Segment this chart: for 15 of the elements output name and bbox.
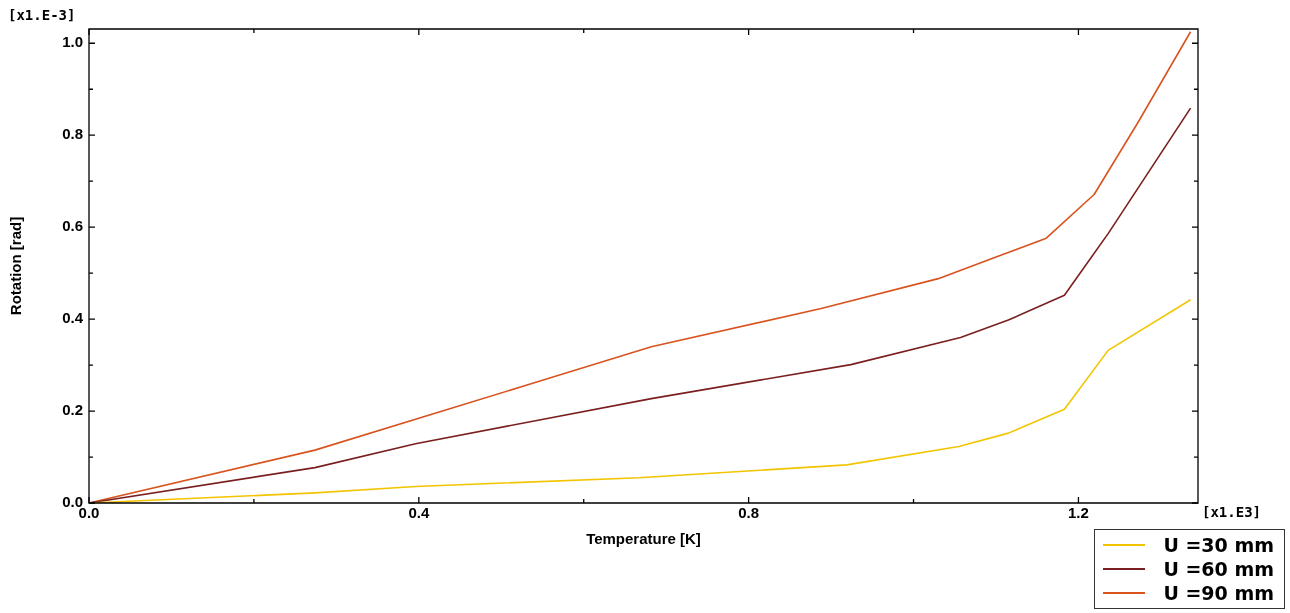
- x-axis-title: Temperature [K]: [586, 530, 701, 548]
- y-axis-title: Rotation [rad]: [7, 216, 25, 316]
- x-tick-label: 0.8: [738, 504, 760, 522]
- y-tick-label: 0.2: [62, 401, 83, 419]
- text: [x1.E-3]: [8, 6, 76, 23]
- text: [x1.E3]: [1202, 503, 1262, 520]
- x-tick-label: 1.2: [1068, 504, 1089, 522]
- y-tick-label: 0.6: [62, 217, 83, 235]
- y-tick-label: 1.0: [62, 33, 83, 51]
- x-tick-label: 0.4: [408, 504, 430, 522]
- legend-label: U =30 mm: [1163, 534, 1274, 556]
- y-tick-label: 0.4: [62, 309, 84, 327]
- legend-label: U =90 mm: [1163, 582, 1274, 604]
- legend-label: U =60 mm: [1163, 558, 1274, 580]
- y-tick-label: 0.8: [62, 125, 83, 143]
